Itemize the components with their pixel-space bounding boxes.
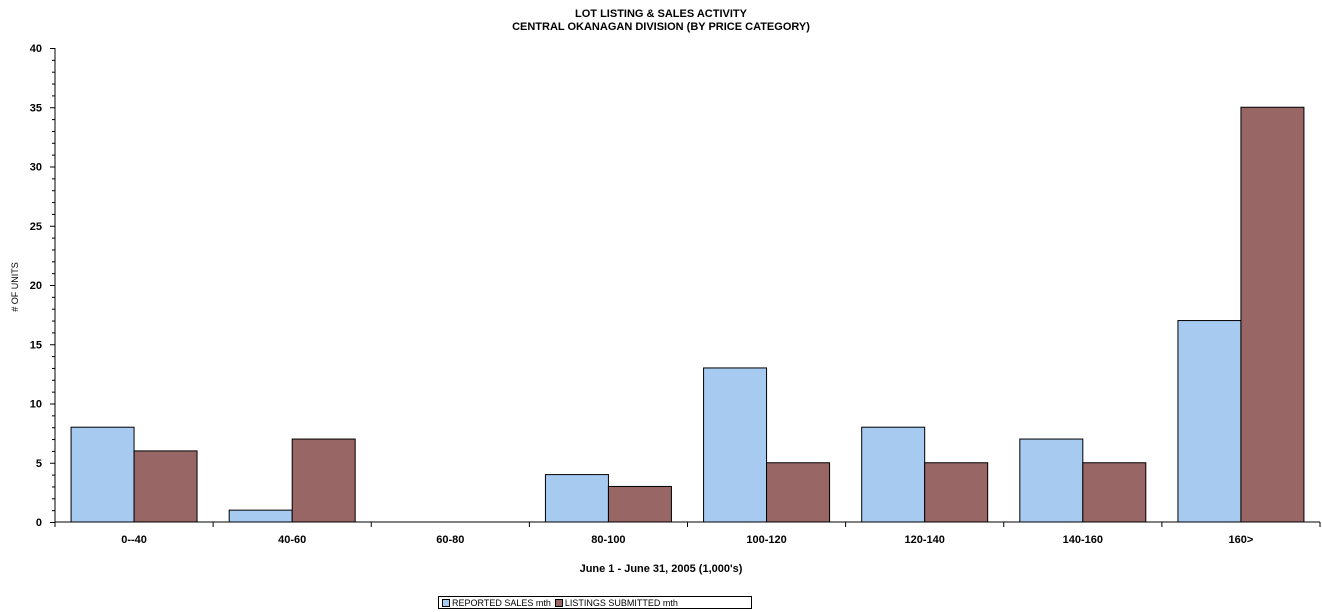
y-tick-label: 0 xyxy=(36,517,42,529)
bar-listings-submitted xyxy=(607,485,672,523)
y-tick-label: 30 xyxy=(30,162,42,174)
x-axis-label: June 1 - June 31, 2005 (1,000's) xyxy=(579,563,743,575)
legend: REPORTED SALES mth LISTINGS SUBMITTED mt… xyxy=(438,596,752,609)
bar-reported-sales xyxy=(228,509,293,523)
y-tick-label: 10 xyxy=(30,399,42,411)
bar-reported-sales xyxy=(1177,320,1242,523)
x-tick-label: 140-160 xyxy=(1063,534,1103,546)
chart-subtitle: CENTRAL OKANAGAN DIVISION (BY PRICE CATE… xyxy=(512,21,810,33)
chart-title: LOT LISTING & SALES ACTIVITY xyxy=(575,8,747,20)
legend-item-sales: REPORTED SALES mth xyxy=(442,598,551,608)
y-tick-label: 25 xyxy=(30,221,42,233)
x-tick-label: 60-80 xyxy=(436,534,464,546)
bar-listings-submitted xyxy=(1082,462,1147,523)
y-tick-label: 15 xyxy=(30,339,42,351)
bar-reported-sales xyxy=(861,426,926,523)
y-tick-label: 35 xyxy=(30,102,42,114)
bar-reported-sales xyxy=(1019,438,1084,523)
x-tick-label: 160> xyxy=(1229,534,1254,546)
bar-listings-submitted xyxy=(133,450,198,523)
bar-reported-sales xyxy=(703,367,768,523)
bar-listings-submitted xyxy=(1240,106,1305,523)
y-tick-label: 40 xyxy=(30,43,42,55)
legend-item-listings: LISTINGS SUBMITTED mth xyxy=(554,597,678,608)
bar-listings-submitted xyxy=(291,438,356,523)
bar-listings-submitted xyxy=(766,462,831,523)
x-tick-label: 100-120 xyxy=(746,534,786,546)
x-tick-label: 40-60 xyxy=(278,534,306,546)
bar-reported-sales xyxy=(70,426,135,523)
y-tick-label: 20 xyxy=(30,280,42,292)
legend-swatch-sales xyxy=(442,598,450,607)
y-axis-label: # OF UNITS xyxy=(10,262,20,312)
y-tick-label: 5 xyxy=(36,458,42,470)
legend-label-sales: REPORTED SALES mth xyxy=(452,597,551,608)
bar-listings-submitted xyxy=(924,462,989,523)
x-tick-label: 80-100 xyxy=(591,534,625,546)
legend-swatch-listings xyxy=(554,598,563,607)
x-tick-label: 120-140 xyxy=(905,534,945,546)
x-tick-label: 0--40 xyxy=(121,534,147,546)
legend-label-listings: LISTINGS SUBMITTED mth xyxy=(564,597,678,608)
bar-reported-sales xyxy=(544,474,609,523)
